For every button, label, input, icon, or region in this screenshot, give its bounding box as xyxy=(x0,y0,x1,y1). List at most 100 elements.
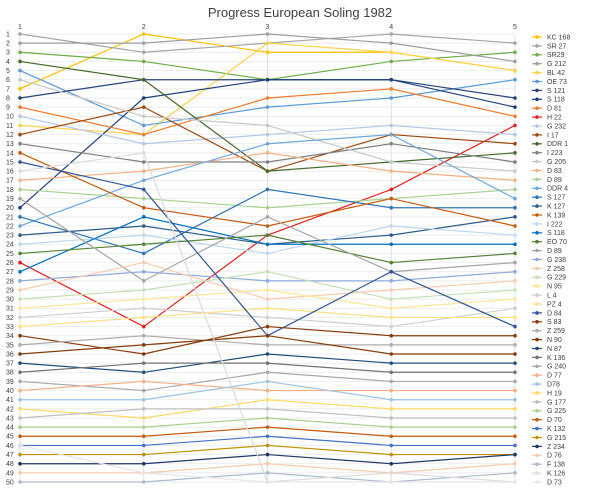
legend-label: SR 27 xyxy=(547,43,567,50)
y-tick-label: 39 xyxy=(6,379,14,386)
legend-marker xyxy=(535,400,539,404)
data-point xyxy=(265,324,270,329)
legend-label: K 127 xyxy=(547,204,565,211)
data-point xyxy=(513,96,517,100)
data-point xyxy=(513,379,517,384)
y-tick-label: 25 xyxy=(6,251,14,258)
legend-label: D 81 xyxy=(547,106,562,113)
legend-marker xyxy=(535,373,539,378)
data-point xyxy=(389,288,394,292)
y-tick-label: 48 xyxy=(6,461,14,468)
data-point xyxy=(18,160,22,164)
data-point xyxy=(141,251,146,256)
data-point xyxy=(141,242,146,247)
legend-marker xyxy=(535,426,539,431)
data-point xyxy=(265,224,270,228)
y-tick-label: 31 xyxy=(6,306,14,313)
data-point xyxy=(141,215,146,219)
data-point xyxy=(389,388,394,393)
data-point xyxy=(141,50,146,55)
data-point xyxy=(513,361,517,365)
data-point xyxy=(513,114,517,119)
legend-marker xyxy=(535,79,539,84)
data-point xyxy=(389,41,394,45)
legend-label: D 76 xyxy=(547,453,562,460)
data-point xyxy=(141,132,146,137)
y-tick-label: 18 xyxy=(6,187,14,194)
data-point xyxy=(141,205,146,210)
legend-label: S 118 xyxy=(547,97,565,104)
data-point xyxy=(389,59,394,64)
legend-label: I 222 xyxy=(547,221,563,228)
data-point xyxy=(513,461,517,466)
y-tick-label: 5 xyxy=(6,68,10,75)
data-point xyxy=(141,279,146,283)
legend-marker xyxy=(535,186,539,191)
legend-label: OE 73 xyxy=(547,79,567,86)
data-point xyxy=(389,269,394,274)
legend-marker xyxy=(535,328,539,333)
data-point xyxy=(389,352,394,356)
data-point xyxy=(389,343,394,347)
data-point xyxy=(18,315,22,320)
data-point xyxy=(513,260,517,265)
data-point xyxy=(389,260,394,265)
data-point xyxy=(18,196,22,201)
data-point xyxy=(265,215,270,219)
data-point xyxy=(141,297,146,301)
x-tick-label: 4 xyxy=(389,24,393,31)
y-tick-label: 32 xyxy=(6,315,14,322)
y-tick-label: 28 xyxy=(6,278,14,285)
y-tick-label: 1 xyxy=(6,31,10,38)
data-point xyxy=(18,151,22,155)
legend-marker xyxy=(535,364,539,369)
data-point xyxy=(265,471,270,475)
legend-label: G 205 xyxy=(547,159,566,166)
data-point xyxy=(389,50,394,55)
legend-label: G 232 xyxy=(547,123,566,130)
data-point xyxy=(141,461,146,466)
legend-label: N 90 xyxy=(547,337,562,344)
data-point xyxy=(18,224,22,228)
data-point xyxy=(265,434,270,439)
legend-marker xyxy=(535,44,539,48)
data-point xyxy=(265,251,270,256)
y-tick-label: 35 xyxy=(6,342,14,349)
y-tick-label: 11 xyxy=(6,123,13,130)
y-tick-label: 37 xyxy=(6,361,14,368)
legend-label: G 212 xyxy=(547,61,566,68)
data-point xyxy=(141,324,146,329)
y-tick-label: 13 xyxy=(6,141,14,148)
chart-title: Progress European Soling 1982 xyxy=(208,5,392,20)
data-point xyxy=(18,233,22,237)
data-point xyxy=(18,297,22,301)
y-tick-label: 8 xyxy=(6,95,10,102)
data-point xyxy=(389,407,394,411)
data-point xyxy=(141,480,146,484)
legend-marker xyxy=(535,284,539,289)
legend-marker xyxy=(535,150,539,155)
legend-marker xyxy=(535,417,539,422)
data-point xyxy=(389,87,394,91)
legend-label: D 89 xyxy=(547,177,562,184)
data-point xyxy=(141,379,146,384)
data-point xyxy=(141,141,146,146)
data-point xyxy=(513,132,517,137)
y-tick-label: 46 xyxy=(6,443,14,450)
data-point xyxy=(18,279,22,283)
legend-marker xyxy=(535,435,539,440)
data-point xyxy=(389,333,394,338)
legend-marker xyxy=(535,231,539,235)
data-point xyxy=(513,416,517,420)
data-point xyxy=(141,333,146,338)
data-point xyxy=(513,324,517,329)
data-point xyxy=(265,297,270,301)
legend-label: G 238 xyxy=(547,257,566,264)
data-point xyxy=(18,41,22,45)
data-point xyxy=(265,123,270,128)
legend-label: DDR 1 xyxy=(547,141,568,148)
data-point xyxy=(265,452,270,457)
legend-label: G 177 xyxy=(547,399,566,406)
y-tick-label: 45 xyxy=(6,434,14,441)
